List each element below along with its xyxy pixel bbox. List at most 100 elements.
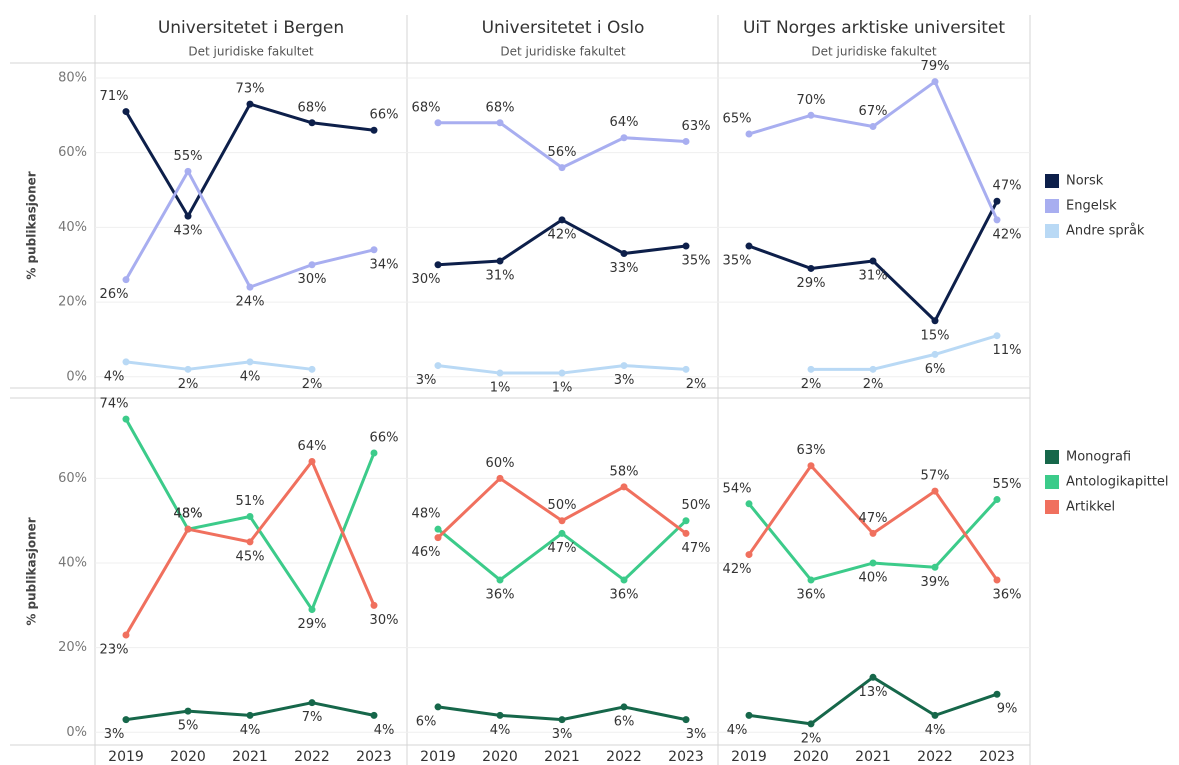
series-line	[124, 102, 375, 218]
x-tick-label: 2019	[731, 749, 767, 765]
series-line	[748, 80, 999, 221]
data-label: 68%	[486, 100, 515, 115]
y-axis-label: % publikasjoner	[25, 517, 39, 625]
series-line	[811, 334, 998, 371]
data-point	[745, 711, 753, 719]
data-label: 30%	[298, 272, 327, 287]
data-label: 47%	[548, 541, 577, 556]
x-tick-label: 2019	[108, 749, 144, 765]
data-point	[246, 100, 254, 108]
y-tick-label: 20%	[58, 640, 87, 655]
data-point	[184, 365, 192, 373]
x-tick-label: 2021	[544, 749, 580, 765]
data-label: 39%	[921, 575, 950, 590]
data-label: 68%	[298, 100, 327, 115]
data-point	[308, 261, 316, 269]
x-tick-label: 2021	[855, 749, 891, 765]
data-point	[308, 606, 316, 614]
data-label: 6%	[416, 714, 437, 729]
data-point	[496, 576, 504, 584]
column-title: Universitetet i Bergen	[158, 18, 344, 38]
y-axis-label: % publikasjoner	[25, 171, 39, 279]
data-point	[807, 365, 815, 373]
data-point	[308, 699, 316, 707]
data-point	[434, 525, 442, 533]
data-label: 30%	[370, 613, 399, 628]
data-label: 33%	[610, 261, 639, 276]
data-point	[931, 317, 939, 325]
x-tick-label: 2023	[979, 749, 1015, 765]
data-point	[682, 365, 690, 373]
x-tick-label: 2023	[356, 749, 392, 765]
data-label: 3%	[104, 727, 125, 742]
data-point	[308, 119, 316, 127]
data-point	[370, 246, 378, 254]
data-point	[682, 137, 690, 145]
y-tick-label: 60%	[58, 471, 87, 486]
data-label: 31%	[486, 268, 515, 283]
data-label: 29%	[797, 276, 826, 291]
data-point	[496, 711, 504, 719]
data-point	[308, 365, 316, 373]
data-point	[682, 242, 690, 250]
data-label: 79%	[921, 59, 950, 74]
data-label: 4%	[104, 369, 125, 384]
data-point	[184, 212, 192, 220]
data-label: 50%	[548, 498, 577, 513]
data-label: 36%	[610, 587, 639, 602]
data-point	[434, 261, 442, 269]
data-point	[869, 559, 877, 567]
data-label: 2%	[801, 377, 822, 392]
data-label: 29%	[298, 617, 327, 632]
series-line	[125, 360, 313, 371]
data-label: 4%	[374, 723, 395, 738]
data-point	[745, 242, 753, 250]
data-label: 66%	[370, 431, 399, 446]
data-label: 42%	[548, 227, 577, 242]
x-tick-label: 2020	[170, 749, 206, 765]
data-label: 70%	[797, 93, 826, 108]
data-label: 54%	[723, 481, 752, 496]
data-point	[807, 264, 815, 272]
data-point	[370, 126, 378, 134]
data-point	[434, 362, 442, 370]
data-label: 55%	[174, 149, 203, 164]
data-label: 64%	[298, 439, 327, 454]
data-point	[122, 716, 130, 724]
data-point	[869, 123, 877, 131]
data-point	[122, 415, 130, 423]
data-point	[620, 483, 628, 491]
data-label: 36%	[486, 587, 515, 602]
y-tick-label: 40%	[58, 556, 87, 571]
data-label: 58%	[610, 464, 639, 479]
data-point	[869, 529, 877, 537]
legend-label: Antologikapittel	[1066, 475, 1169, 490]
data-label: 3%	[686, 727, 707, 742]
data-label: 3%	[416, 373, 437, 388]
x-tick-label: 2022	[606, 749, 642, 765]
y-tick-label: 0%	[66, 725, 87, 740]
data-label: 1%	[490, 381, 511, 396]
y-tick-label: 80%	[58, 70, 87, 85]
legend-swatch	[1045, 500, 1059, 514]
data-point	[558, 164, 566, 172]
data-label: 71%	[100, 89, 129, 104]
legend-swatch	[1045, 224, 1059, 238]
data-label: 36%	[797, 587, 826, 602]
data-point	[122, 358, 130, 366]
data-label: 4%	[490, 723, 511, 738]
data-label: 67%	[859, 104, 888, 119]
data-point	[682, 529, 690, 537]
data-point	[931, 350, 939, 358]
data-point	[931, 78, 939, 86]
data-label: 65%	[723, 111, 752, 126]
data-point	[122, 631, 130, 639]
data-label: 55%	[993, 477, 1022, 492]
data-point	[558, 369, 566, 377]
data-point	[496, 257, 504, 265]
data-point	[308, 457, 316, 465]
legend-swatch	[1045, 199, 1059, 213]
column-subtitle: Det juridiske fakultet	[188, 45, 313, 59]
data-label: 35%	[682, 254, 711, 269]
